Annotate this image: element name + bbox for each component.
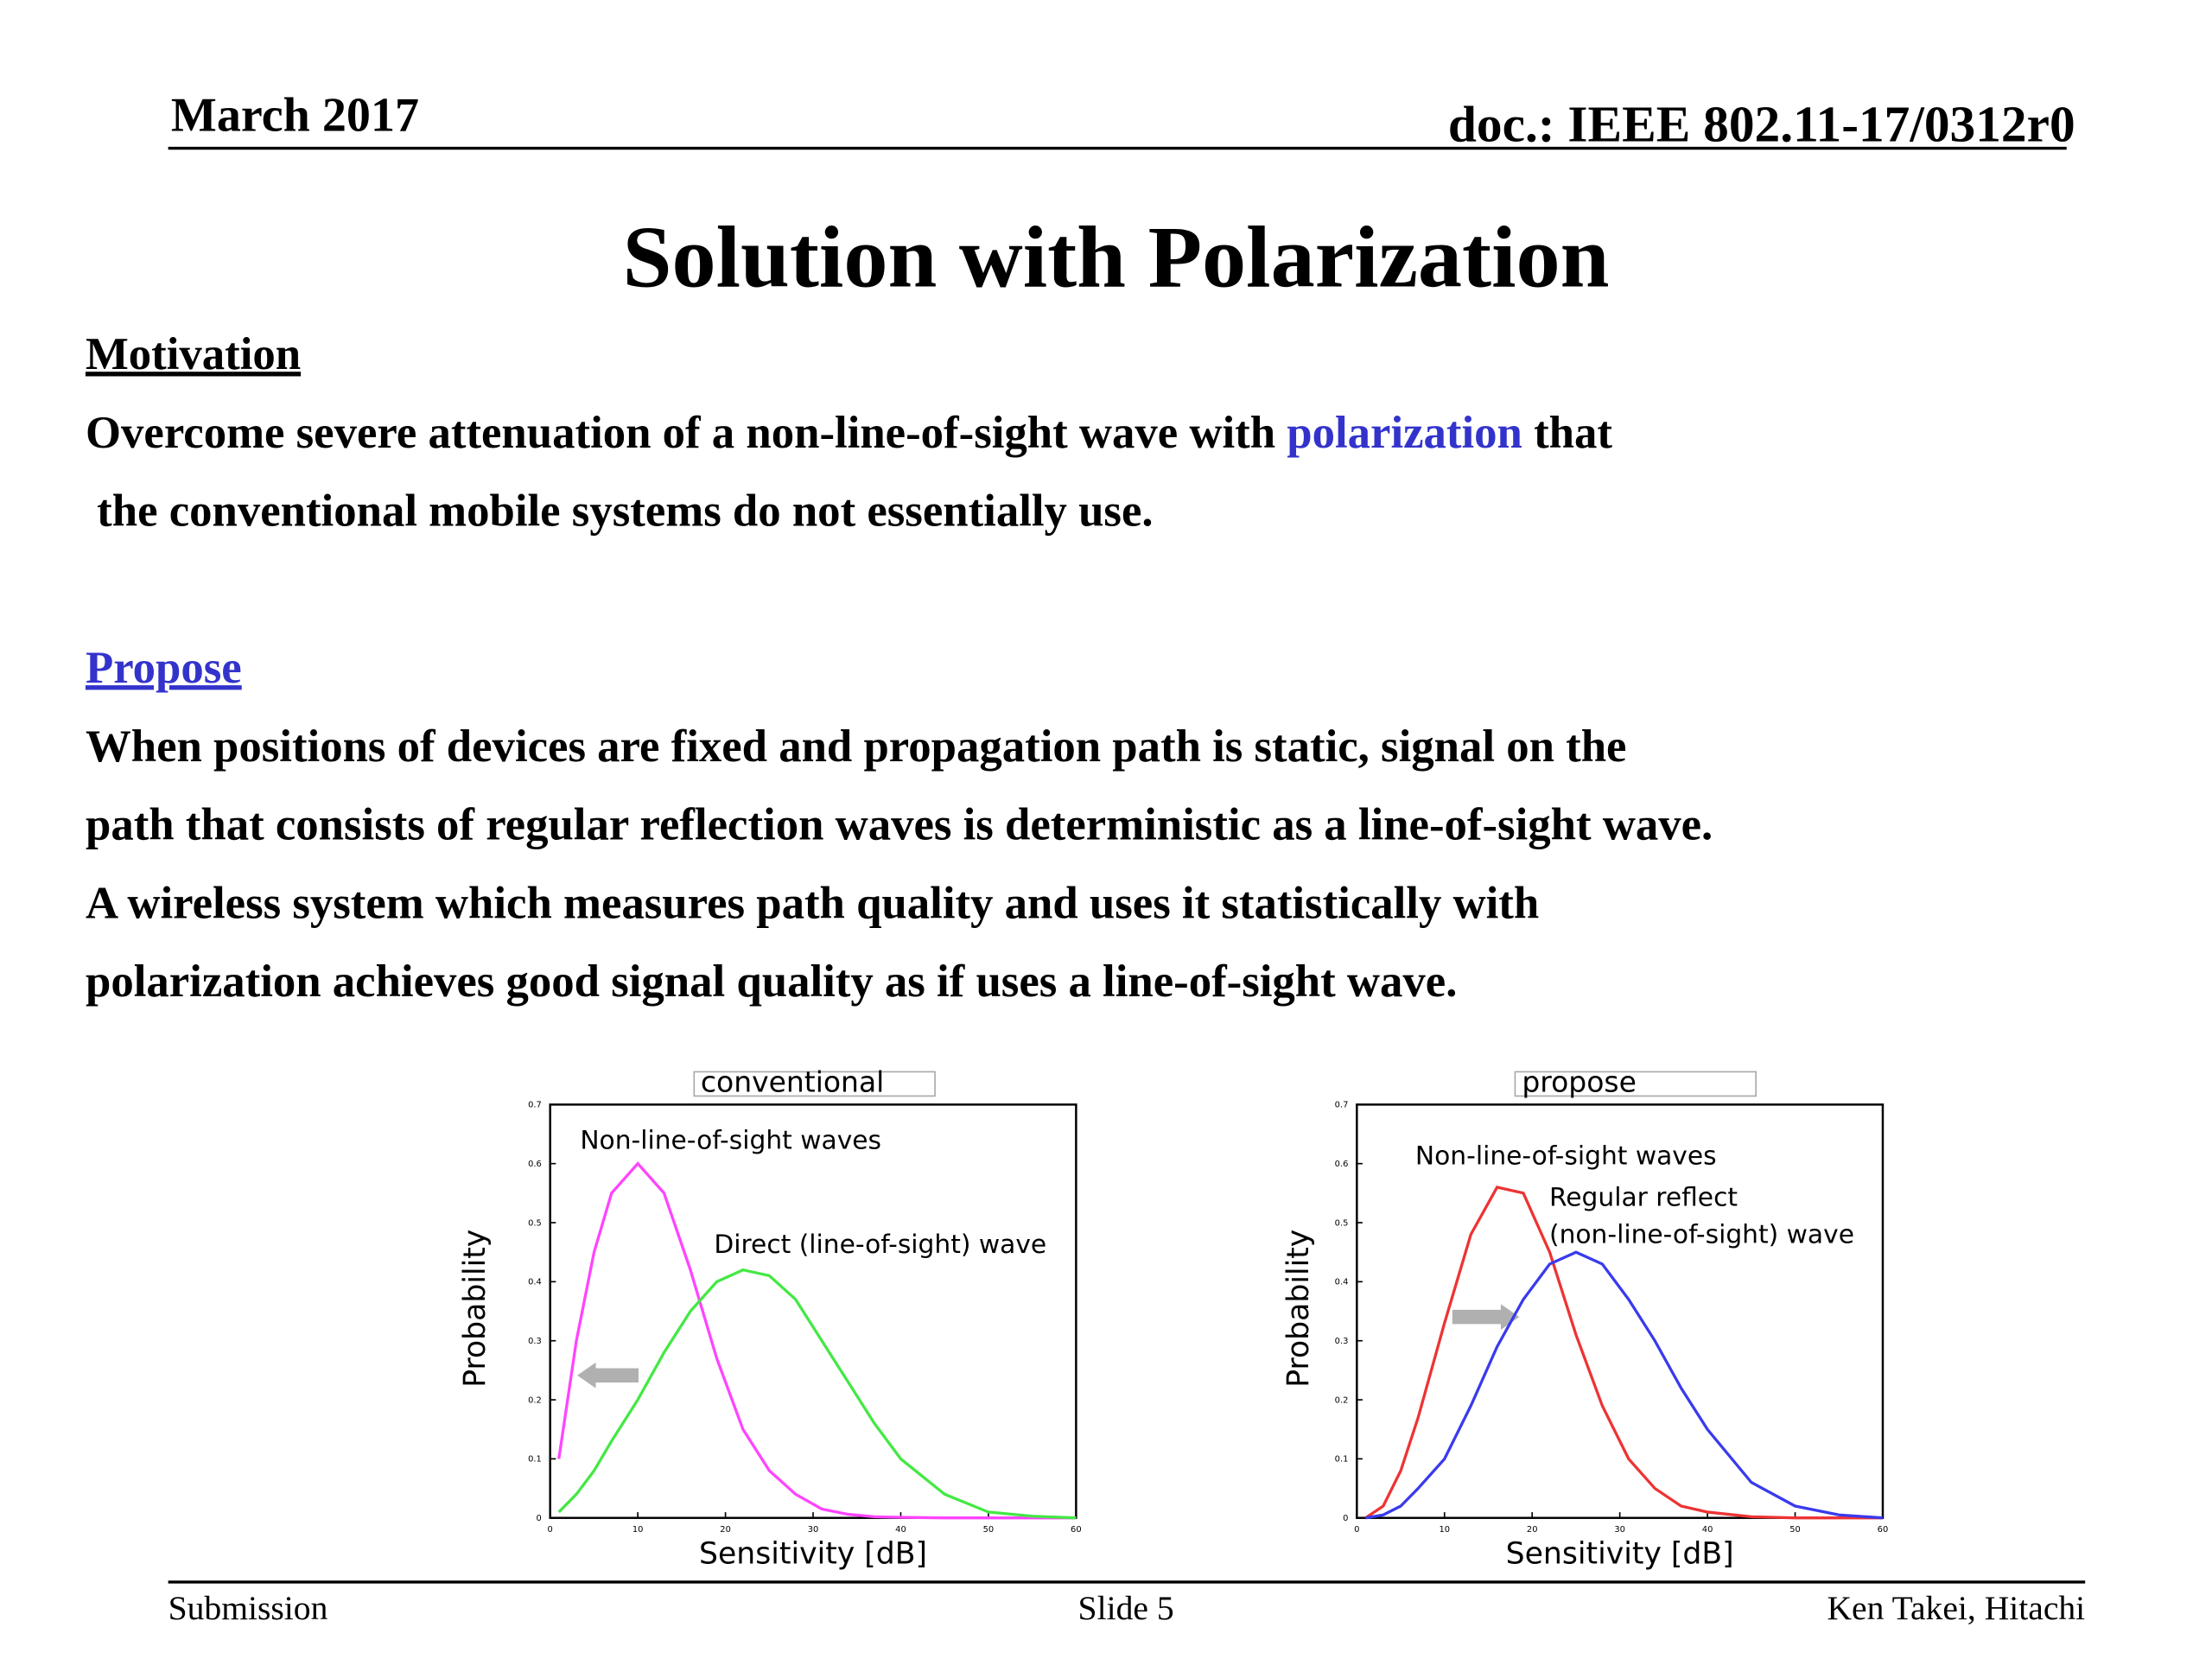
annotation: Non-line-of-sight waves: [580, 1125, 881, 1155]
body-line: When positions of devices are fixed and …: [86, 721, 1626, 772]
series-line: [1365, 1250, 1884, 1520]
y-axis-label: Probability: [1281, 1230, 1316, 1388]
body-text: the conventional mobile systems do not e…: [86, 486, 1154, 537]
y-tick-label: 0.6: [528, 1160, 542, 1169]
annotation: (non-line-of-sight) wave: [1549, 1219, 1854, 1249]
y-tick-label: 0.7: [528, 1101, 542, 1110]
x-tick-label: 30: [808, 1525, 819, 1535]
chart-title: propose: [1522, 1065, 1637, 1099]
footer-center: Slide 5: [1078, 1589, 1174, 1627]
chart-title-box: [1514, 1071, 1757, 1097]
x-tick-label: 50: [983, 1525, 995, 1535]
x-tick-label: 60: [1071, 1525, 1082, 1535]
y-tick-label: 0.1: [528, 1455, 542, 1465]
x-axis-label: Sensitivity [dB]: [699, 1536, 927, 1571]
x-tick-label: 40: [1702, 1525, 1713, 1535]
x-tick-label: 10: [1439, 1525, 1450, 1535]
y-tick-label: 0.6: [1335, 1160, 1349, 1169]
header-doc: doc.: IEEE 802.11-17/0312r0: [1448, 95, 2075, 152]
x-tick-label: 10: [632, 1525, 644, 1535]
chart-title: conventional: [701, 1065, 884, 1099]
series-line: [557, 1268, 1077, 1520]
annotation: Direct (line-of-sight) wave: [714, 1230, 1046, 1260]
x-tick-label: 20: [1527, 1525, 1538, 1535]
arrow-left: [577, 1362, 639, 1389]
body-line: polarization achieves good signal qualit…: [86, 957, 1457, 1007]
x-tick-label: 0: [548, 1525, 553, 1535]
y-tick-label: 0.1: [1335, 1455, 1349, 1465]
footer-left: Submission: [168, 1589, 328, 1627]
x-tick-label: 20: [720, 1525, 731, 1535]
y-tick-label: 0.3: [528, 1337, 542, 1346]
series-line: [557, 1161, 1077, 1520]
y-tick-label: 0.4: [528, 1278, 542, 1287]
y-tick-label: 0.2: [1335, 1395, 1349, 1405]
x-tick-label: 0: [1354, 1525, 1359, 1535]
x-tick-label: 50: [1789, 1525, 1801, 1535]
section-heading: Motivation: [86, 329, 301, 379]
arrow-right: [1452, 1304, 1520, 1330]
annotation: Non-line-of-sight waves: [1415, 1141, 1717, 1172]
body-line: the conventional mobile systems do not e…: [86, 486, 1154, 537]
body-text: Overcome severe attenuation of a non-lin…: [86, 408, 1287, 458]
y-tick-label: 0: [537, 1514, 542, 1523]
highlight: polarization: [1287, 408, 1522, 458]
body-line: Overcome severe attenuation of a non-lin…: [86, 408, 1612, 458]
y-axis-label: Probability: [458, 1230, 493, 1388]
chart-title-box: [693, 1071, 936, 1097]
x-tick-label: 40: [895, 1525, 906, 1535]
x-axis-label: Sensitivity [dB]: [1506, 1536, 1734, 1571]
x-tick-label: 60: [1878, 1525, 1889, 1535]
slide-title: Solution with Polarization: [623, 209, 1610, 307]
y-tick-label: 0.2: [528, 1395, 542, 1405]
footer-right: Ken Takei, Hitachi: [1827, 1589, 2085, 1627]
header-date: March 2017: [171, 89, 419, 143]
section-heading: Propose: [86, 643, 242, 693]
y-tick-label: 0.4: [1335, 1278, 1349, 1287]
body-line: A wireless system which measures path qu…: [86, 878, 1539, 928]
body-line: path that consists of regular reflection…: [86, 800, 1713, 850]
body-text: that: [1522, 408, 1612, 458]
y-tick-label: 0.5: [1335, 1218, 1349, 1228]
y-tick-label: 0.7: [1335, 1101, 1349, 1110]
annotation: Regular reflect: [1549, 1182, 1738, 1212]
x-tick-label: 30: [1614, 1525, 1625, 1535]
y-tick-label: 0: [1343, 1514, 1348, 1523]
y-tick-label: 0.3: [1335, 1337, 1349, 1346]
series-line: [1364, 1185, 1883, 1520]
y-tick-label: 0.5: [528, 1218, 542, 1228]
